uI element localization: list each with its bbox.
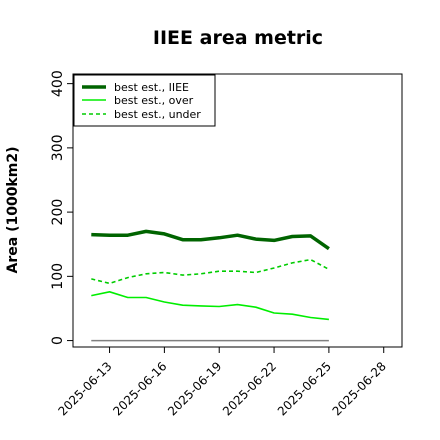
x-tick-label: 2025-06-16 [110, 359, 169, 418]
plot-frame [72, 73, 403, 348]
x-tick-label: 2025-06-13 [55, 359, 114, 418]
x-axis: 2025-06-132025-06-162025-06-192025-06-22… [55, 347, 389, 418]
y-tick-label: 0 [50, 336, 66, 345]
y-axis-label: Area (1000km2) [5, 147, 21, 274]
legend: best est., IIEE best est., over best est… [73, 74, 216, 127]
legend-label-under: best est., under [114, 108, 201, 121]
y-axis: 0 100 200 300 400 [50, 70, 73, 345]
x-tick-label: 2025-06-22 [220, 359, 279, 418]
chart-title: IIEE area metric [153, 27, 323, 49]
x-tick-label: 2025-06-28 [330, 359, 389, 418]
series-line-iiee [91, 229, 330, 251]
y-tick-label: 100 [50, 263, 66, 290]
y-tick-label: 200 [50, 199, 66, 226]
x-tick-label: 2025-06-19 [165, 359, 224, 418]
x-tick-label: 2025-06-25 [275, 359, 334, 418]
y-tick-label: 400 [50, 70, 66, 97]
series-line-under [91, 258, 330, 285]
y-tick-label: 300 [50, 135, 66, 162]
series-group [91, 229, 330, 342]
legend-label-iiee: best est., IIEE [114, 81, 189, 94]
series-line-over [91, 290, 329, 321]
legend-label-over: best est., over [114, 94, 194, 107]
